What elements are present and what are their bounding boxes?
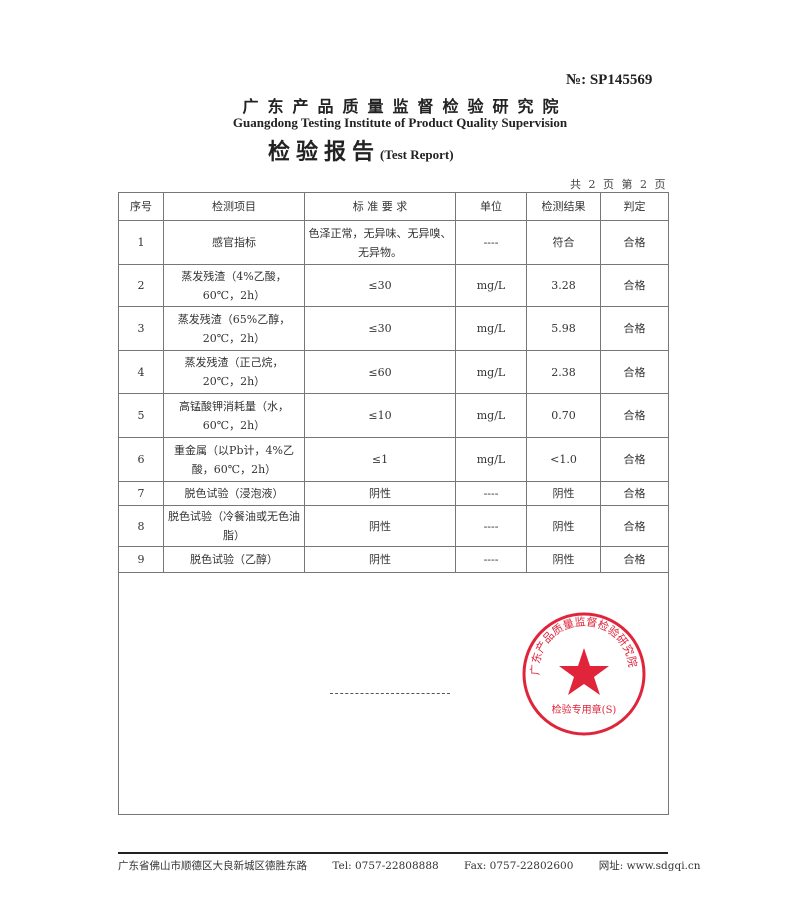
cell-item: 感官指标	[163, 220, 305, 265]
cell-result: <1.0	[526, 437, 601, 482]
end-dashed-line	[330, 693, 450, 694]
table-row: 8 脱色试验（冷餐油或无色油脂） 阴性 ---- 阴性 合格	[118, 505, 669, 547]
cell-verdict: 合格	[600, 437, 669, 482]
cell-item: 脱色试验（乙醇）	[163, 546, 305, 573]
cell-verdict: 合格	[600, 350, 669, 394]
cell-no: 3	[118, 306, 164, 351]
cell-item: 蒸发残渣（65%乙醇，20℃，2h）	[163, 306, 305, 351]
cell-unit: mg/L	[455, 306, 527, 351]
cell-result: 阴性	[526, 481, 601, 506]
table-row: 4 蒸发残渣（正己烷，20℃，2h） ≤60 mg/L 2.38 合格	[118, 350, 669, 394]
header-item: 检测项目	[163, 192, 305, 221]
cell-no: 2	[118, 264, 164, 307]
cell-result: 符合	[526, 220, 601, 265]
cell-item: 高锰酸钾消耗量（水，60℃，2h）	[163, 393, 305, 438]
cell-no: 1	[118, 220, 164, 265]
cell-requirement: 阴性	[304, 546, 456, 573]
cell-verdict: 合格	[600, 220, 669, 265]
table-row: 1 感官指标 色泽正常，无异味、无异嗅、无异物。 ---- 符合 合格	[118, 220, 669, 265]
cell-unit: mg/L	[455, 264, 527, 307]
cell-unit: mg/L	[455, 393, 527, 438]
cell-result: 5.98	[526, 306, 601, 351]
table-header-row: 序号 检测项目 标 准 要 求 单位 检测结果 判定	[118, 192, 669, 221]
cell-no: 8	[118, 505, 164, 547]
official-stamp: 广东产品质量监督检验研究院 检验专用章(S)	[522, 612, 646, 736]
cell-item: 蒸发残渣（4%乙酸，60℃，2h）	[163, 264, 305, 307]
footer: 广东省佛山市顺德区大良新城区德胜东路 Tel: 0757-22808888 Fa…	[118, 858, 723, 873]
remarks-area	[118, 572, 669, 815]
cell-item: 蒸发残渣（正己烷，20℃，2h）	[163, 350, 305, 394]
report-number: №: SP145569	[566, 72, 653, 88]
cell-requirement: 色泽正常，无异味、无异嗅、无异物。	[304, 220, 456, 265]
institute-name-en: Guangdong Testing Institute of Product Q…	[232, 115, 568, 130]
footer-tel: Tel: 0757-22808888	[332, 860, 439, 872]
table-row: 5 高锰酸钾消耗量（水，60℃，2h） ≤10 mg/L 0.70 合格	[118, 393, 669, 438]
stamp-ring	[522, 612, 646, 736]
cell-no: 7	[118, 481, 164, 506]
report-title-en: (Test Report)	[380, 147, 454, 162]
cell-result: 2.38	[526, 350, 601, 394]
cell-verdict: 合格	[600, 264, 669, 307]
cell-requirement: ≤10	[304, 393, 456, 438]
footer-web: 网址: www.sdgqi.cn	[598, 860, 701, 872]
cell-unit: ----	[455, 505, 527, 547]
cell-result: 阴性	[526, 505, 601, 547]
cell-requirement: 阴性	[304, 505, 456, 547]
cell-result: 3.28	[526, 264, 601, 307]
cell-unit: ----	[455, 220, 527, 265]
header-unit: 单位	[455, 192, 527, 221]
cell-no: 6	[118, 437, 164, 482]
cell-verdict: 合格	[600, 393, 669, 438]
cell-unit: mg/L	[455, 437, 527, 482]
cell-no: 4	[118, 350, 164, 394]
cell-result: 0.70	[526, 393, 601, 438]
footer-divider	[118, 852, 668, 854]
footer-address: 广东省佛山市顺德区大良新城区德胜东路	[118, 860, 307, 872]
table-row: 3 蒸发残渣（65%乙醇，20℃，2h） ≤30 mg/L 5.98 合格	[118, 306, 669, 351]
footer-fax: Fax: 0757-22802600	[464, 860, 574, 872]
cell-verdict: 合格	[600, 505, 669, 547]
header-result: 检测结果	[526, 192, 601, 221]
table-row: 2 蒸发残渣（4%乙酸，60℃，2h） ≤30 mg/L 3.28 合格	[118, 264, 669, 307]
page-indicator: 共 2 页 第 2 页	[570, 178, 668, 191]
star-icon	[559, 648, 609, 695]
table-row: 6 重金属（以Pb计，4%乙酸，60℃，2h） ≤1 mg/L <1.0 合格	[118, 437, 669, 482]
cell-item: 脱色试验（浸泡液）	[163, 481, 305, 506]
cell-unit: ----	[455, 546, 527, 573]
table-row: 7 脱色试验（浸泡液） 阴性 ---- 阴性 合格	[118, 481, 669, 506]
cell-verdict: 合格	[600, 546, 669, 573]
cell-no: 9	[118, 546, 164, 573]
header-verdict: 判定	[600, 192, 669, 221]
institute-name-cn: 广东产品质量监督检验研究院	[242, 97, 568, 116]
cell-requirement: ≤30	[304, 264, 456, 307]
cell-verdict: 合格	[600, 306, 669, 351]
cell-verdict: 合格	[600, 481, 669, 506]
cell-requirement: 阴性	[304, 481, 456, 506]
cell-unit: mg/L	[455, 350, 527, 394]
cell-unit: ----	[455, 481, 527, 506]
cell-item: 脱色试验（冷餐油或无色油脂）	[163, 505, 305, 547]
cell-no: 5	[118, 393, 164, 438]
header-no: 序号	[118, 192, 164, 221]
cell-item: 重金属（以Pb计，4%乙酸，60℃，2h）	[163, 437, 305, 482]
cell-requirement: ≤60	[304, 350, 456, 394]
header-requirement: 标 准 要 求	[304, 192, 456, 221]
report-title: 检验报告(Test Report)	[268, 134, 454, 166]
test-results-table: 序号 检测项目 标 准 要 求 单位 检测结果 判定 1 感官指标 色泽正常，无异味…	[118, 192, 669, 573]
cell-result: 阴性	[526, 546, 601, 573]
table-row: 9 脱色试验（乙醇） 阴性 ---- 阴性 合格	[118, 546, 669, 573]
report-title-cn: 检验报告	[268, 139, 381, 165]
stamp-inner-text: 检验专用章(S)	[552, 703, 617, 716]
cell-requirement: ≤30	[304, 306, 456, 351]
cell-requirement: ≤1	[304, 437, 456, 482]
